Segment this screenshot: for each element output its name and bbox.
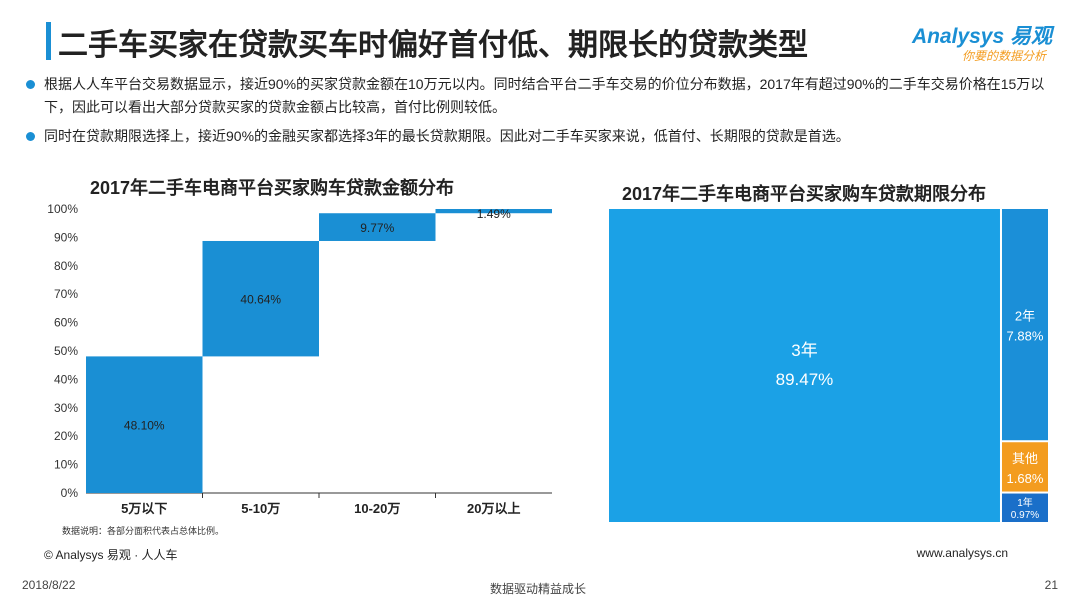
bullet-text: 根据人人车平台交易数据显示，接近90%的买家贷款金额在10万元以内。同时结合平台… bbox=[44, 76, 1045, 115]
waterfall-bar bbox=[319, 213, 436, 241]
bullet-dot-icon bbox=[26, 80, 35, 89]
bullet-dot-icon bbox=[26, 132, 35, 141]
logo-tagline: 你要的数据分析 bbox=[961, 49, 1046, 63]
bar-value-label: 48.10% bbox=[124, 419, 165, 433]
analysys-logo: Analysys 易观 你要的数据分析 bbox=[912, 20, 1052, 66]
treemap-cell-value: 1.68% bbox=[1007, 471, 1044, 486]
x-category-label: 5-10万 bbox=[241, 501, 280, 516]
bullet-text: 同时在贷款期限选择上，接近90%的金融买家都选择3年的最长贷款期限。因此对二手车… bbox=[44, 128, 850, 144]
page-number: 21 bbox=[1044, 578, 1058, 592]
right-chart-title: 2017年二手车电商平台买家购车贷款期限分布 bbox=[622, 184, 987, 204]
bar-value-label: 40.64% bbox=[240, 293, 281, 307]
loan-term-treemap-chart: 3年 89.47% 2年 7.88% 其他 1.68% 1年0.97% bbox=[609, 209, 1048, 522]
waterfall-bar bbox=[202, 240, 319, 357]
treemap-cell-value: 7.88% bbox=[1007, 329, 1044, 344]
treemap-cell bbox=[1001, 493, 1048, 522]
y-tick-label: 10% bbox=[54, 458, 78, 472]
title-accent-bar bbox=[46, 22, 51, 60]
treemap-cell bbox=[609, 209, 1000, 522]
page-title: 二手车买家在贷款买车时偏好首付低、期限长的贷款类型 bbox=[58, 28, 808, 63]
slogan: 数据驱动精益成长 bbox=[490, 582, 587, 596]
loan-amount-waterfall-chart: 0% 10% 20% 30% 40% 50% 60% 70% 80% 90% 100% 48.10% 5… bbox=[47, 202, 552, 516]
y-tick-label: 40% bbox=[54, 372, 78, 386]
y-tick-label: 0% bbox=[61, 486, 79, 500]
treemap-cell-value: 0.97% bbox=[1011, 510, 1039, 521]
treemap-cell-name: 1年 bbox=[1017, 496, 1033, 509]
y-tick-label: 30% bbox=[54, 401, 78, 415]
left-chart-title: 2017年二手车电商平台买家购车贷款金额分布 bbox=[90, 178, 455, 198]
y-tick-label: 90% bbox=[54, 230, 78, 244]
y-tick-label: 60% bbox=[54, 316, 78, 330]
waterfall-bar bbox=[435, 209, 552, 214]
y-tick-label: 50% bbox=[54, 344, 78, 358]
logo-name: Analysys 易观 bbox=[911, 25, 1052, 48]
bar-value-label: 9.77% bbox=[360, 221, 394, 235]
treemap-cell bbox=[1001, 209, 1048, 441]
x-category-label: 10-20万 bbox=[354, 501, 400, 516]
waterfall-bar bbox=[86, 356, 203, 493]
source-url[interactable]: www.analysys.cn bbox=[916, 546, 1008, 560]
treemap-cell-value: 89.47% bbox=[776, 370, 834, 389]
bullet-item: 根据人人车平台交易数据显示，接近90%的买家贷款金额在10万元以内。同时结合平台… bbox=[24, 73, 1054, 119]
y-tick-label: 70% bbox=[54, 287, 78, 301]
treemap-cell-name: 2年 bbox=[1015, 309, 1035, 324]
report-date: 2018/8/22 bbox=[22, 578, 76, 592]
y-tick-label: 100% bbox=[47, 202, 78, 216]
treemap-cell bbox=[1001, 442, 1048, 492]
source-credit: © Analysys 易观 · 人人车 bbox=[44, 548, 178, 562]
data-note: 数据说明：各部分面积代表占总体比例。 bbox=[62, 526, 225, 536]
bullet-item: 同时在贷款期限选择上，接近90%的金融买家都选择3年的最长贷款期限。因此对二手车… bbox=[24, 125, 1054, 148]
treemap-cell-name: 3年 bbox=[791, 341, 817, 360]
y-tick-label: 20% bbox=[54, 429, 78, 443]
x-category-label: 20万以上 bbox=[467, 501, 520, 516]
x-category-label: 5万以下 bbox=[121, 501, 167, 516]
treemap-cell-name: 其他 bbox=[1012, 451, 1038, 466]
bar-value-label: 1.49% bbox=[477, 207, 511, 221]
y-tick-label: 80% bbox=[54, 259, 78, 273]
bullet-list: 根据人人车平台交易数据显示，接近90%的买家贷款金额在10万元以内。同时结合平台… bbox=[24, 73, 1054, 154]
